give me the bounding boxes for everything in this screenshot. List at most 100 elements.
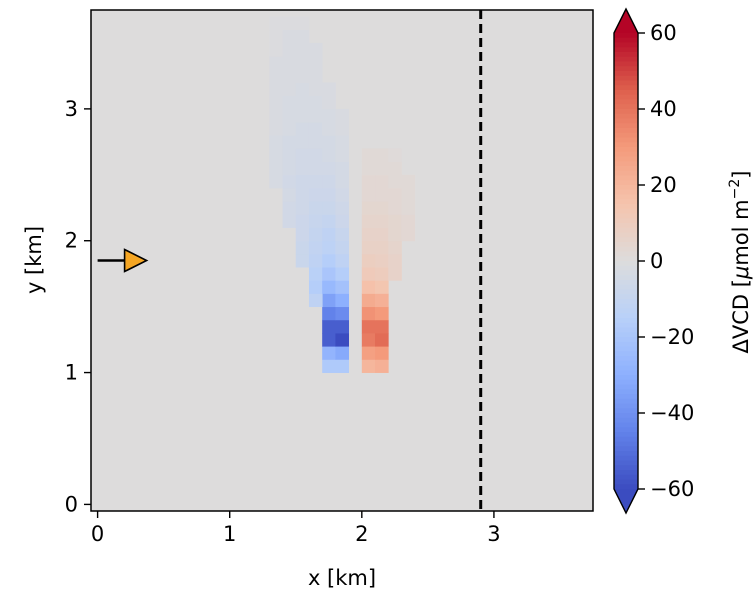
heatmap-cell — [269, 56, 283, 70]
heatmap-cell — [375, 306, 389, 321]
colorbar-segment — [614, 170, 638, 176]
colorbar-segment — [614, 303, 638, 309]
colorbar-segment — [614, 42, 638, 48]
heatmap-cell — [295, 148, 310, 163]
heatmap-cell — [322, 267, 336, 281]
colorbar-segment — [614, 147, 638, 153]
colorbar-segment — [614, 313, 638, 319]
heatmap-cell — [375, 161, 389, 176]
colorbar-extend-bottom — [614, 489, 638, 513]
heatmap-cell — [308, 201, 323, 215]
colorbar-segment — [614, 337, 638, 343]
heatmap-cell — [322, 359, 336, 373]
heatmap-cell — [322, 293, 336, 308]
colorbar-segment — [614, 289, 638, 295]
heatmap-cell — [335, 122, 350, 136]
colorbar-segment — [614, 474, 638, 480]
heatmap-cell — [335, 187, 350, 202]
colorbar-segment — [614, 365, 638, 371]
heatmap-cell — [322, 240, 336, 255]
heatmap-cell — [308, 174, 323, 189]
heatmap-cell — [308, 108, 323, 123]
source-marker-triangle — [123, 248, 149, 273]
heatmap-cell — [335, 108, 350, 123]
heatmap-cell — [322, 187, 336, 202]
x-axis-label: x [km] — [308, 566, 376, 590]
colorbar-segment — [614, 166, 638, 172]
heatmap-cell — [335, 253, 350, 268]
heatmap-cell — [375, 174, 389, 189]
heatmap-cell — [295, 95, 310, 110]
heatmap-cell — [388, 253, 402, 268]
heatmap-cell — [375, 333, 389, 347]
heatmap-cell — [308, 280, 323, 294]
heatmap-cell — [308, 267, 323, 281]
colorbar-segment — [614, 175, 638, 181]
heatmap-cell — [308, 56, 323, 70]
heatmap-cell — [295, 240, 310, 255]
colorbar-segment — [614, 189, 638, 195]
heatmap-cell — [375, 319, 389, 334]
colorbar-segment — [614, 265, 638, 271]
colorbar-segment — [614, 356, 638, 362]
heatmap-cell — [322, 333, 336, 347]
colorbar-segment — [614, 137, 638, 143]
colorbar-segment — [614, 436, 638, 442]
heatmap-cell — [335, 148, 350, 163]
heatmap-cell — [269, 174, 283, 189]
heatmap-cell — [282, 161, 297, 176]
heatmap-cell — [361, 148, 376, 163]
heatmap-cell — [295, 69, 310, 83]
colorbar-segment — [614, 441, 638, 447]
heatmap-cell — [295, 42, 310, 57]
colorbar-segment — [614, 132, 638, 138]
colorbar-segment — [614, 246, 638, 252]
heatmap-cell — [335, 267, 350, 281]
heatmap-cell — [335, 240, 350, 255]
heatmap-cell — [269, 69, 283, 83]
colorbar-segment — [614, 261, 638, 267]
colorbar-segment — [614, 270, 638, 276]
colorbar-segment — [614, 47, 638, 53]
x-tick-label: 0 — [91, 522, 104, 546]
heatmap-cell — [335, 201, 350, 215]
heatmap-cell — [308, 293, 323, 308]
colorbar-segment — [614, 223, 638, 229]
heatmap-cell — [295, 201, 310, 215]
colorbar-segment — [614, 251, 638, 257]
heatmap-cell — [335, 293, 350, 308]
colorbar-segment — [614, 446, 638, 452]
heatmap-cell — [295, 174, 310, 189]
heatmap-cell — [401, 174, 416, 189]
colorbar-segment — [614, 151, 638, 157]
heatmap-cell — [361, 346, 376, 360]
heatmap-cell — [375, 280, 389, 294]
y-tick-label: 2 — [65, 229, 78, 253]
heatmap-cell — [282, 82, 297, 97]
colorbar-segment — [614, 61, 638, 67]
colorbar-segment — [614, 213, 638, 219]
colorbar-tick-label: 20 — [650, 173, 677, 197]
heatmap-cell — [388, 240, 402, 255]
heatmap-cell — [322, 214, 336, 228]
heatmap-cell — [335, 346, 350, 360]
colorbar-segment — [614, 294, 638, 300]
colorbar-segment — [614, 284, 638, 290]
colorbar-segment — [614, 218, 638, 224]
y-axis-label: y [km] — [22, 226, 46, 294]
heatmap-cell — [322, 306, 336, 321]
heatmap-cell — [322, 135, 336, 149]
heatmap-cell — [295, 227, 310, 242]
colorbar-segment — [614, 156, 638, 162]
heatmap-cell — [375, 359, 389, 373]
heatmap-cell — [335, 319, 350, 334]
colorbar-segment — [614, 389, 638, 395]
heatmap-cell — [401, 201, 416, 215]
heatmap-cell — [375, 187, 389, 202]
heatmap-cell — [295, 16, 310, 31]
heatmap-cell — [388, 227, 402, 242]
heatmap-cell — [335, 227, 350, 242]
colorbar-segment — [614, 308, 638, 314]
colorbar-segment — [614, 232, 638, 238]
